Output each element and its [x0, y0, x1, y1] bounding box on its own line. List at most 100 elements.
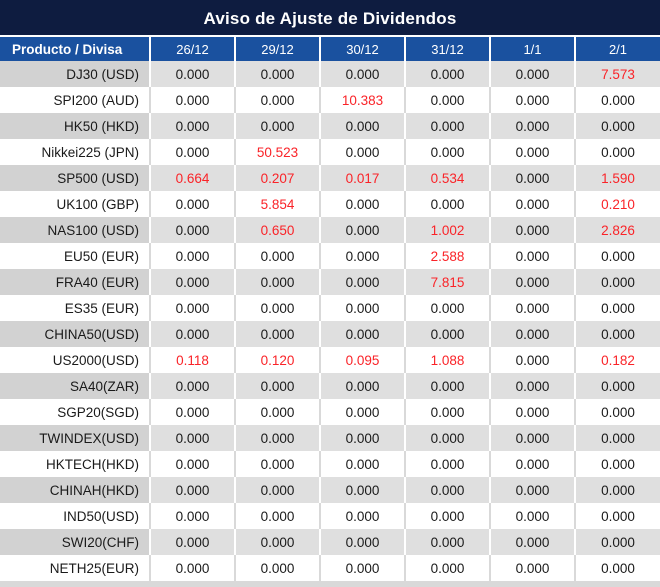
- value-cell: 0.664: [149, 165, 235, 191]
- value-cell: 0.000: [574, 373, 660, 399]
- value-cell: 0.000: [149, 477, 235, 503]
- value-cell: 0.000: [574, 113, 660, 139]
- column-header-date: 31/12: [404, 37, 490, 61]
- value-cell: 0.000: [489, 165, 575, 191]
- value-cell: 0.000: [234, 269, 320, 295]
- product-label: NAS100 (USD): [0, 217, 150, 243]
- product-label: EU50 (EUR): [0, 243, 150, 269]
- product-label: CHINAH(HKD): [0, 477, 150, 503]
- value-cell: 0.000: [234, 451, 320, 477]
- value-cell: 0.000: [404, 477, 490, 503]
- table-row: DJ30 (USD) 0.000 0.000 0.000 0.000 0.000 7.57…: [0, 61, 660, 87]
- table-body: DJ30 (USD) 0.000 0.000 0.000 0.000 0.000 7.57…: [0, 61, 660, 581]
- value-cell: 0.000: [149, 269, 235, 295]
- table-row: SGP20(SGD) 0.000 0.000 0.000 0.000 0.000 0.00…: [0, 399, 660, 425]
- value-cell: 0.000: [319, 373, 405, 399]
- value-cell: 0.000: [319, 139, 405, 165]
- product-label: IND50(USD): [0, 503, 150, 529]
- value-cell: 0.000: [489, 295, 575, 321]
- value-cell: 0.000: [149, 243, 235, 269]
- product-label: HKTECH(HKD): [0, 451, 150, 477]
- value-cell: 0.000: [489, 217, 575, 243]
- product-label: FRA40 (EUR): [0, 269, 150, 295]
- value-cell: 0.000: [489, 87, 575, 113]
- value-cell: 0.000: [574, 529, 660, 555]
- page-title: Aviso de Ajuste de Dividendos: [0, 0, 660, 37]
- table-row: NETH25(EUR) 0.000 0.000 0.000 0.000 0.000 0.0…: [0, 555, 660, 581]
- product-label: UK100 (GBP): [0, 191, 150, 217]
- value-cell: 0.000: [149, 139, 235, 165]
- value-cell: 0.000: [149, 373, 235, 399]
- value-cell: 0.000: [489, 61, 575, 87]
- value-cell: 0.000: [574, 139, 660, 165]
- value-cell: 0.000: [489, 451, 575, 477]
- value-cell: 0.000: [489, 425, 575, 451]
- value-cell: 0.182: [574, 347, 660, 373]
- value-cell: 0.000: [319, 321, 405, 347]
- value-cell: 0.120: [234, 347, 320, 373]
- value-cell: 0.000: [404, 139, 490, 165]
- value-cell: 0.000: [319, 451, 405, 477]
- value-cell: 0.000: [404, 321, 490, 347]
- value-cell: 0.000: [489, 269, 575, 295]
- value-cell: 0.000: [319, 61, 405, 87]
- value-cell: 0.000: [149, 555, 235, 581]
- value-cell: 50.523: [234, 139, 320, 165]
- value-cell: 0.000: [404, 451, 490, 477]
- value-cell: 0.000: [319, 243, 405, 269]
- value-cell: 0.000: [574, 503, 660, 529]
- product-label: SWI20(CHF): [0, 529, 150, 555]
- value-cell: 0.000: [574, 295, 660, 321]
- value-cell: 0.000: [404, 113, 490, 139]
- value-cell: 7.815: [404, 269, 490, 295]
- table-row: Nikkei225 (JPN) 0.000 50.523 0.000 0.000 0.0…: [0, 139, 660, 165]
- product-label: DJ30 (USD): [0, 61, 150, 87]
- value-cell: 0.000: [319, 503, 405, 529]
- value-cell: 0.000: [489, 555, 575, 581]
- value-cell: 0.000: [234, 113, 320, 139]
- value-cell: 0.000: [234, 529, 320, 555]
- value-cell: 2.588: [404, 243, 490, 269]
- value-cell: 0.000: [149, 503, 235, 529]
- table-row: TWINDEX(USD) 0.000 0.000 0.000 0.000 0.000 0.…: [0, 425, 660, 451]
- table-row: HKTECH(HKD) 0.000 0.000 0.000 0.000 0.000 0.0…: [0, 451, 660, 477]
- value-cell: 0.000: [574, 269, 660, 295]
- value-cell: 2.826: [574, 217, 660, 243]
- product-label: CHINA50(USD): [0, 321, 150, 347]
- value-cell: 1.002: [404, 217, 490, 243]
- table-row: IND50(USD) 0.000 0.000 0.000 0.000 0.000 0.00…: [0, 503, 660, 529]
- value-cell: 0.000: [149, 61, 235, 87]
- value-cell: 0.000: [489, 399, 575, 425]
- table-header-row: Producto / Divisa 26/12 29/12 30/12 31/12 1/…: [0, 37, 660, 61]
- table-row: HK50 (HKD) 0.000 0.000 0.000 0.000 0.000 0.00…: [0, 113, 660, 139]
- value-cell: 0.000: [319, 269, 405, 295]
- value-cell: 0.000: [319, 113, 405, 139]
- value-cell: 0.650: [234, 217, 320, 243]
- column-header-date: 26/12: [149, 37, 235, 61]
- value-cell: 0.000: [404, 191, 490, 217]
- value-cell: 0.000: [234, 243, 320, 269]
- value-cell: 0.000: [404, 373, 490, 399]
- table-row: CHINA50(USD) 0.000 0.000 0.000 0.000 0.000 0.…: [0, 321, 660, 347]
- table-row: SA40(ZAR) 0.000 0.000 0.000 0.000 0.000 0.000: [0, 373, 660, 399]
- value-cell: 1.088: [404, 347, 490, 373]
- value-cell: 0.000: [234, 321, 320, 347]
- value-cell: 5.854: [234, 191, 320, 217]
- value-cell: 0.000: [574, 399, 660, 425]
- product-label: HK50 (HKD): [0, 113, 150, 139]
- value-cell: 0.000: [149, 87, 235, 113]
- value-cell: 0.000: [149, 217, 235, 243]
- table-row: SWI20(CHF) 0.000 0.000 0.000 0.000 0.000 0.00…: [0, 529, 660, 555]
- table-row: UK100 (GBP) 0.000 5.854 0.000 0.000 0.000 0.2…: [0, 191, 660, 217]
- table-row: EU50 (EUR) 0.000 0.000 0.000 2.588 0.000 0.00…: [0, 243, 660, 269]
- table-row: US2000(USD) 0.118 0.120 0.095 1.088 0.000 0.1…: [0, 347, 660, 373]
- value-cell: 0.000: [234, 295, 320, 321]
- value-cell: 0.000: [489, 347, 575, 373]
- column-header-date: 1/1: [489, 37, 575, 61]
- value-cell: 0.000: [574, 87, 660, 113]
- value-cell: 0.000: [149, 191, 235, 217]
- table-row: SPI200 (AUD) 0.000 0.000 10.383 0.000 0.000 0…: [0, 87, 660, 113]
- value-cell: 7.573: [574, 61, 660, 87]
- value-cell: 0.000: [234, 503, 320, 529]
- value-cell: 0.000: [489, 373, 575, 399]
